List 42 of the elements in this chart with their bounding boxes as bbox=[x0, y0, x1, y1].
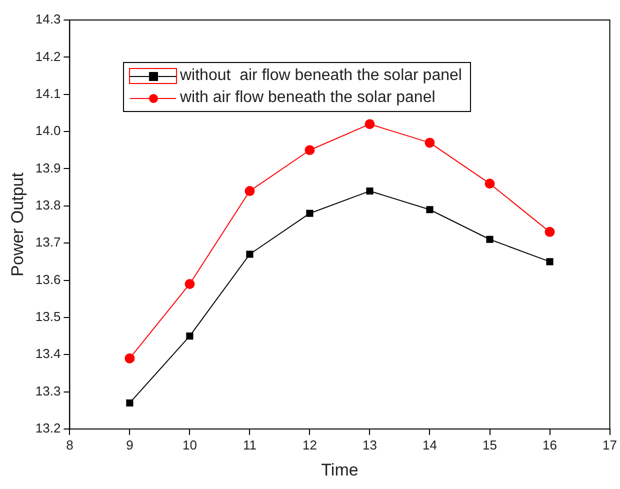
legend-label: without air flow beneath the solar panel bbox=[180, 67, 462, 85]
point bbox=[364, 119, 375, 130]
point bbox=[244, 186, 255, 196]
x-tick-label: 10 bbox=[182, 437, 197, 452]
y-tick-label: 13.4 bbox=[35, 346, 61, 362]
point bbox=[246, 250, 254, 258]
point bbox=[486, 236, 494, 243]
x-tick-label: 9 bbox=[126, 437, 134, 452]
legend-label: with air flow beneath the solar panel bbox=[180, 89, 436, 107]
y-tick-label: 14.3 bbox=[35, 12, 61, 27]
x-tick-label: 16 bbox=[542, 437, 557, 452]
point bbox=[484, 178, 495, 189]
point bbox=[424, 138, 435, 148]
point bbox=[304, 145, 315, 156]
x-tick-label: 15 bbox=[482, 437, 497, 452]
y-tick-label: 13.2 bbox=[35, 420, 61, 436]
point bbox=[544, 226, 555, 237]
y-axis-title: Power Output bbox=[8, 172, 27, 276]
y-tick-label: 13.3 bbox=[35, 383, 61, 398]
point bbox=[306, 210, 314, 217]
point bbox=[186, 332, 194, 340]
x-tick-label: 8 bbox=[66, 437, 74, 452]
point bbox=[546, 258, 554, 266]
y-tick-label: 14.2 bbox=[35, 48, 61, 64]
y-tick-label: 13.6 bbox=[35, 272, 61, 287]
x-tick-label: 12 bbox=[302, 437, 317, 452]
y-tick-label: 13.8 bbox=[35, 197, 61, 212]
y-tick-label: 13.7 bbox=[35, 234, 61, 250]
x-tick-label: 14 bbox=[422, 437, 437, 452]
y-tick-label: 13.9 bbox=[35, 160, 61, 176]
x-tick-label: 17 bbox=[602, 437, 618, 452]
y-tick-label: 14.0 bbox=[35, 123, 61, 138]
point bbox=[366, 188, 374, 195]
x-axis-title: Time bbox=[321, 460, 358, 480]
y-tick-label: 14.1 bbox=[35, 86, 61, 101]
x-tick-label: 11 bbox=[242, 437, 256, 452]
point bbox=[124, 353, 135, 364]
x-tick-label: 13 bbox=[362, 437, 377, 452]
point bbox=[184, 278, 195, 289]
point bbox=[126, 399, 134, 407]
point bbox=[426, 206, 434, 214]
y-tick-label: 13.5 bbox=[35, 309, 61, 324]
